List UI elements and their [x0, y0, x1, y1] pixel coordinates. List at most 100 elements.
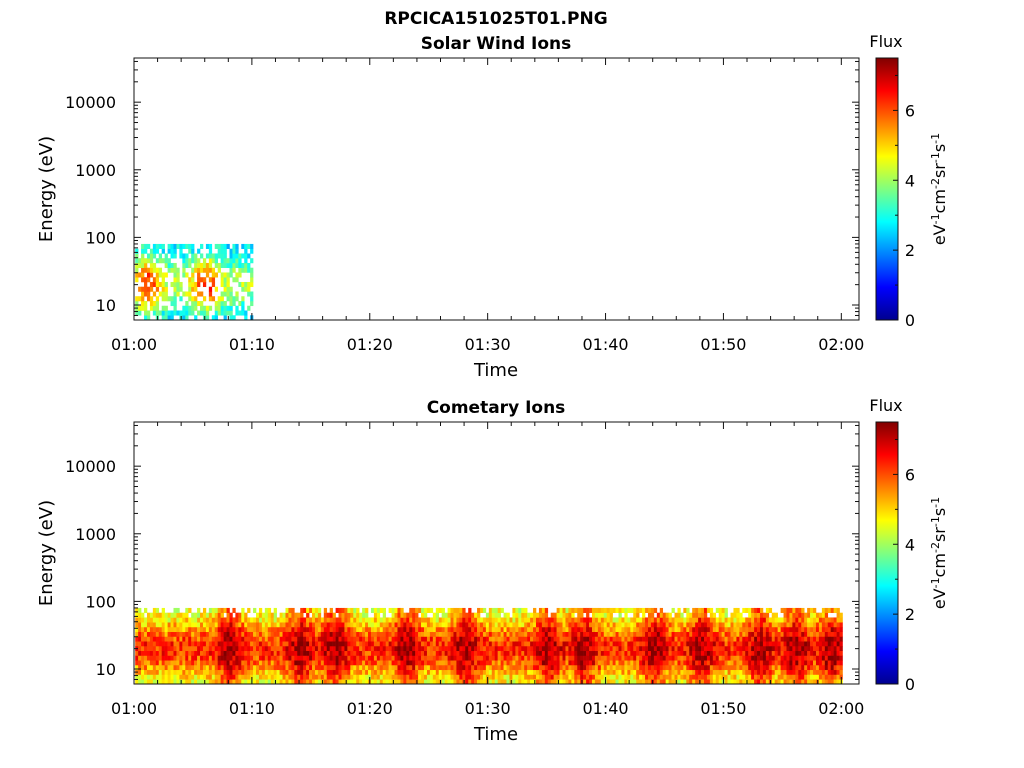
heatmap-cell: [247, 243, 251, 249]
heatmap-cell: [600, 607, 605, 613]
heatmap-cell: [748, 636, 752, 642]
heatmap-cell: [217, 243, 221, 249]
heatmap-cell: [783, 679, 787, 685]
heatmap-cell: [789, 679, 793, 685]
heatmap-cell: [185, 310, 189, 316]
heatmap-cell: [303, 622, 307, 628]
heatmap-cell: [503, 636, 507, 642]
heatmap-cell: [538, 679, 543, 685]
heatmap-cell: [415, 660, 419, 666]
heatmap-cell: [247, 253, 251, 259]
heatmap-cell: [562, 679, 566, 685]
heatmap-cell: [538, 622, 543, 628]
heatmap-cell: [571, 669, 575, 675]
heatmap-cell: [680, 660, 684, 666]
heatmap-cell: [783, 607, 787, 613]
heatmap-cell: [362, 607, 366, 613]
heatmap-cell: [686, 626, 690, 633]
heatmap-cell: [244, 315, 248, 321]
heatmap-cell: [456, 626, 460, 633]
heatmap-cell: [235, 631, 239, 637]
heatmap-cell: [665, 664, 669, 671]
heatmap-cell: [176, 645, 180, 652]
heatmap-cell: [170, 248, 174, 254]
heatmap-cell: [739, 679, 743, 685]
heatmap-cell: [586, 641, 590, 647]
heatmap-cell: [167, 679, 171, 685]
heatmap-cell: [683, 650, 687, 656]
heatmap-cell: [158, 674, 163, 680]
heatmap-cell: [426, 660, 431, 666]
heatmap-cell: [323, 641, 328, 647]
heatmap-cell: [715, 617, 720, 623]
heatmap-cell: [824, 664, 829, 671]
heatmap-cell: [205, 626, 210, 633]
heatmap-cell: [250, 248, 254, 254]
heatmap-cell: [606, 679, 610, 685]
heatmap-cell: [418, 622, 422, 628]
heatmap-cell: [167, 622, 171, 628]
heatmap-cell: [730, 650, 734, 656]
heatmap-cell: [474, 631, 478, 637]
heatmap-cell: [426, 679, 431, 685]
heatmap-cell: [786, 622, 790, 628]
heatmap-cell: [477, 607, 481, 613]
heatmap-cell: [509, 641, 513, 647]
heatmap-cell: [409, 612, 413, 618]
heatmap-cell: [188, 631, 192, 637]
heatmap-cell: [173, 296, 177, 302]
heatmap-cell: [300, 626, 304, 633]
heatmap-cell: [232, 258, 236, 264]
heatmap-cell: [813, 664, 817, 671]
heatmap-cell: [267, 664, 272, 671]
panel-title-solar-wind: Solar Wind Ions: [421, 34, 572, 54]
heatmap-cell: [583, 617, 587, 623]
heatmap-cell: [244, 631, 248, 637]
heatmap-cell: [188, 655, 192, 661]
heatmap-cell: [630, 636, 634, 642]
heatmap-cell: [821, 612, 826, 618]
heatmap-cell: [270, 660, 274, 666]
heatmap-cell: [362, 645, 366, 652]
heatmap-cell: [556, 612, 560, 618]
heatmap-cell: [730, 660, 734, 666]
heatmap-cell: [144, 305, 148, 311]
heatmap-cell: [146, 679, 151, 685]
heatmap-cell: [306, 650, 310, 656]
heatmap-cell: [155, 286, 160, 292]
heatmap-cell: [226, 291, 230, 297]
heatmap-cell: [456, 612, 460, 618]
heatmap-cell: [765, 650, 770, 656]
heatmap-cell: [804, 641, 808, 647]
heatmap-cell: [727, 636, 731, 642]
heatmap-cell: [759, 669, 764, 675]
heatmap-cell: [141, 612, 145, 618]
heatmap-cell: [197, 300, 201, 307]
heatmap-cell: [229, 669, 233, 675]
heatmap-cell: [606, 669, 610, 675]
heatmap-cell: [141, 291, 145, 297]
heatmap-cell: [444, 612, 448, 618]
heatmap-cell: [583, 631, 587, 637]
heatmap-cell: [759, 664, 764, 671]
heatmap-cell: [309, 679, 313, 685]
heatmap-cell: [415, 622, 419, 628]
heatmap-cell: [810, 612, 814, 618]
heatmap-cell: [491, 664, 496, 671]
heatmap-cell: [471, 660, 475, 666]
heatmap-cell: [533, 636, 537, 642]
heatmap-cell: [668, 664, 672, 671]
heatmap-cell: [412, 655, 416, 661]
heatmap-cell: [780, 626, 784, 633]
heatmap-cell: [155, 310, 160, 316]
heatmap-cell: [798, 664, 802, 671]
heatmap-cell: [288, 669, 292, 675]
heatmap-cell: [170, 660, 174, 666]
heatmap-cell: [459, 674, 463, 680]
heatmap-cell: [424, 636, 428, 642]
heatmap-cell: [179, 296, 183, 302]
heatmap-cell: [727, 641, 731, 647]
heatmap-cell: [594, 679, 599, 685]
heatmap-cell: [792, 636, 796, 642]
heatmap-cell: [391, 631, 395, 637]
